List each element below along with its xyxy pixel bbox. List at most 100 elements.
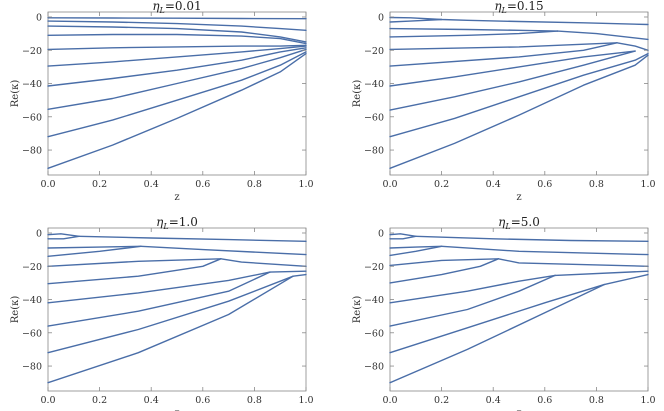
series-line-9 xyxy=(47,51,307,138)
series-line-3 xyxy=(78,235,307,242)
series-line-2 xyxy=(389,235,417,240)
x-axis-label: z xyxy=(174,408,179,411)
series-line-9 xyxy=(389,50,636,87)
y-tick-label: −40 xyxy=(22,295,42,306)
series-line-8 xyxy=(616,42,649,51)
title-symbol: η xyxy=(156,215,164,229)
x-tick-label: 0.0 xyxy=(382,395,397,406)
series-line-1 xyxy=(389,16,649,26)
series-line-10 xyxy=(47,271,271,304)
series-line-7 xyxy=(389,42,618,67)
y-tick-label: −60 xyxy=(364,328,384,339)
y-tick-label: 0 xyxy=(36,12,42,23)
x-tick-label: 0.2 xyxy=(434,179,449,190)
chart-title: ηL=0.01 xyxy=(152,0,201,15)
series-line-5 xyxy=(47,44,307,51)
x-tick-label: 1.0 xyxy=(298,179,313,190)
y-tick-label: −80 xyxy=(22,146,42,157)
series-line-6 xyxy=(47,45,307,67)
x-tick-label: 0.8 xyxy=(589,179,604,190)
series-line-15 xyxy=(292,273,307,277)
series-line-3 xyxy=(47,25,307,43)
chart-title: ηL=1.0 xyxy=(156,215,198,231)
series-line-13 xyxy=(47,275,294,354)
series-line-6 xyxy=(440,245,649,256)
x-tick-label: 0.6 xyxy=(195,395,210,406)
chart-title: ηL=5.0 xyxy=(498,215,540,231)
series-line-14 xyxy=(389,283,605,384)
x-tick-label: 0.0 xyxy=(40,179,55,190)
y-tick-label: 0 xyxy=(36,228,42,239)
title-subscript: L xyxy=(504,222,510,231)
series-line-15 xyxy=(603,273,649,286)
x-tick-label: 0.4 xyxy=(144,179,159,190)
series-line-14 xyxy=(47,275,294,384)
chart-panel-3: 0.0 0.2 0.4 0.6 0.8 1.0 0 −20 −40 −60 −80 z Re(κ) ηL=… xyxy=(10,215,314,411)
chart-panel-1: 0.0 0.2 0.4 0.6 0.8 1.0 0 −20 −40 −60 −80 z Re(κ) ηL=… xyxy=(10,0,314,203)
y-tick-label: −40 xyxy=(364,295,384,306)
series-line-4 xyxy=(389,30,559,38)
series-line-2 xyxy=(389,18,443,23)
y-tick-label: −60 xyxy=(364,112,384,123)
series-line-5 xyxy=(557,30,649,41)
x-tick-label: 1.0 xyxy=(640,179,655,190)
y-tick-label: −80 xyxy=(364,362,384,373)
x-tick-label: 0.4 xyxy=(144,395,159,406)
series-line-1 xyxy=(389,233,417,237)
series-line-12 xyxy=(389,54,649,169)
series-line-9 xyxy=(497,258,649,267)
series-line-4 xyxy=(47,245,142,249)
series-line-6 xyxy=(389,42,618,51)
series-line-5 xyxy=(389,245,443,257)
x-axis-label: z xyxy=(516,408,521,411)
chart-panel-4: 0.0 0.2 0.4 0.6 0.8 1.0 0 −20 −40 −60 −80 z Re(κ) ηL=… xyxy=(352,215,656,411)
series-line-11 xyxy=(389,52,649,138)
series-line-13 xyxy=(389,283,605,354)
series-line-7 xyxy=(389,258,500,267)
y-tick-label: −40 xyxy=(364,79,384,90)
x-tick-label: 0.2 xyxy=(434,395,449,406)
title-value: =1.0 xyxy=(169,215,198,229)
series-line-2 xyxy=(47,235,80,240)
title-subscript: L xyxy=(159,6,165,15)
x-tick-label: 0.4 xyxy=(486,395,501,406)
series-line-8 xyxy=(47,48,307,110)
y-tick-label: −40 xyxy=(22,79,42,90)
chart-panel-2: 0.0 0.2 0.4 0.6 0.8 1.0 0 −20 −40 −60 −80 z Re(κ) ηL=… xyxy=(352,0,656,203)
y-axis-label: Re(κ) xyxy=(352,80,363,108)
series-line-5 xyxy=(47,245,142,257)
chart-title: ηL=0.15 xyxy=(494,0,543,15)
y-axis-label: Re(κ) xyxy=(10,296,21,324)
y-tick-label: −80 xyxy=(22,362,42,373)
title-value: =5.0 xyxy=(511,215,540,229)
series-line-3 xyxy=(389,27,559,32)
y-tick-label: 0 xyxy=(378,12,384,23)
title-value: =0.01 xyxy=(165,0,202,13)
series-line-3 xyxy=(415,235,649,242)
x-tick-label: 0.6 xyxy=(195,179,210,190)
series-line-6 xyxy=(140,245,307,256)
title-subscript: L xyxy=(501,6,507,15)
series-line-10 xyxy=(389,274,556,304)
title-symbol: η xyxy=(498,215,506,229)
series-line-7 xyxy=(47,47,307,87)
series-line-8 xyxy=(389,258,500,284)
x-tick-label: 0.8 xyxy=(589,395,604,406)
plot-frame xyxy=(47,227,307,392)
x-tick-label: 0.0 xyxy=(40,395,55,406)
series-line-4 xyxy=(47,33,307,45)
series-line-11 xyxy=(47,271,271,327)
y-tick-label: −20 xyxy=(22,46,42,57)
y-tick-label: 0 xyxy=(378,228,384,239)
y-axis-label: Re(κ) xyxy=(10,80,21,108)
series-line-2 xyxy=(47,20,307,31)
x-axis-label: z xyxy=(516,192,521,203)
series-line-10 xyxy=(47,52,307,169)
x-tick-label: 1.0 xyxy=(298,395,313,406)
series-line-10 xyxy=(389,50,636,111)
series-line-12 xyxy=(269,270,307,273)
plot-frame xyxy=(389,227,649,392)
title-subscript: L xyxy=(162,222,168,231)
x-axis-label: z xyxy=(174,192,179,203)
y-tick-label: −60 xyxy=(22,328,42,339)
